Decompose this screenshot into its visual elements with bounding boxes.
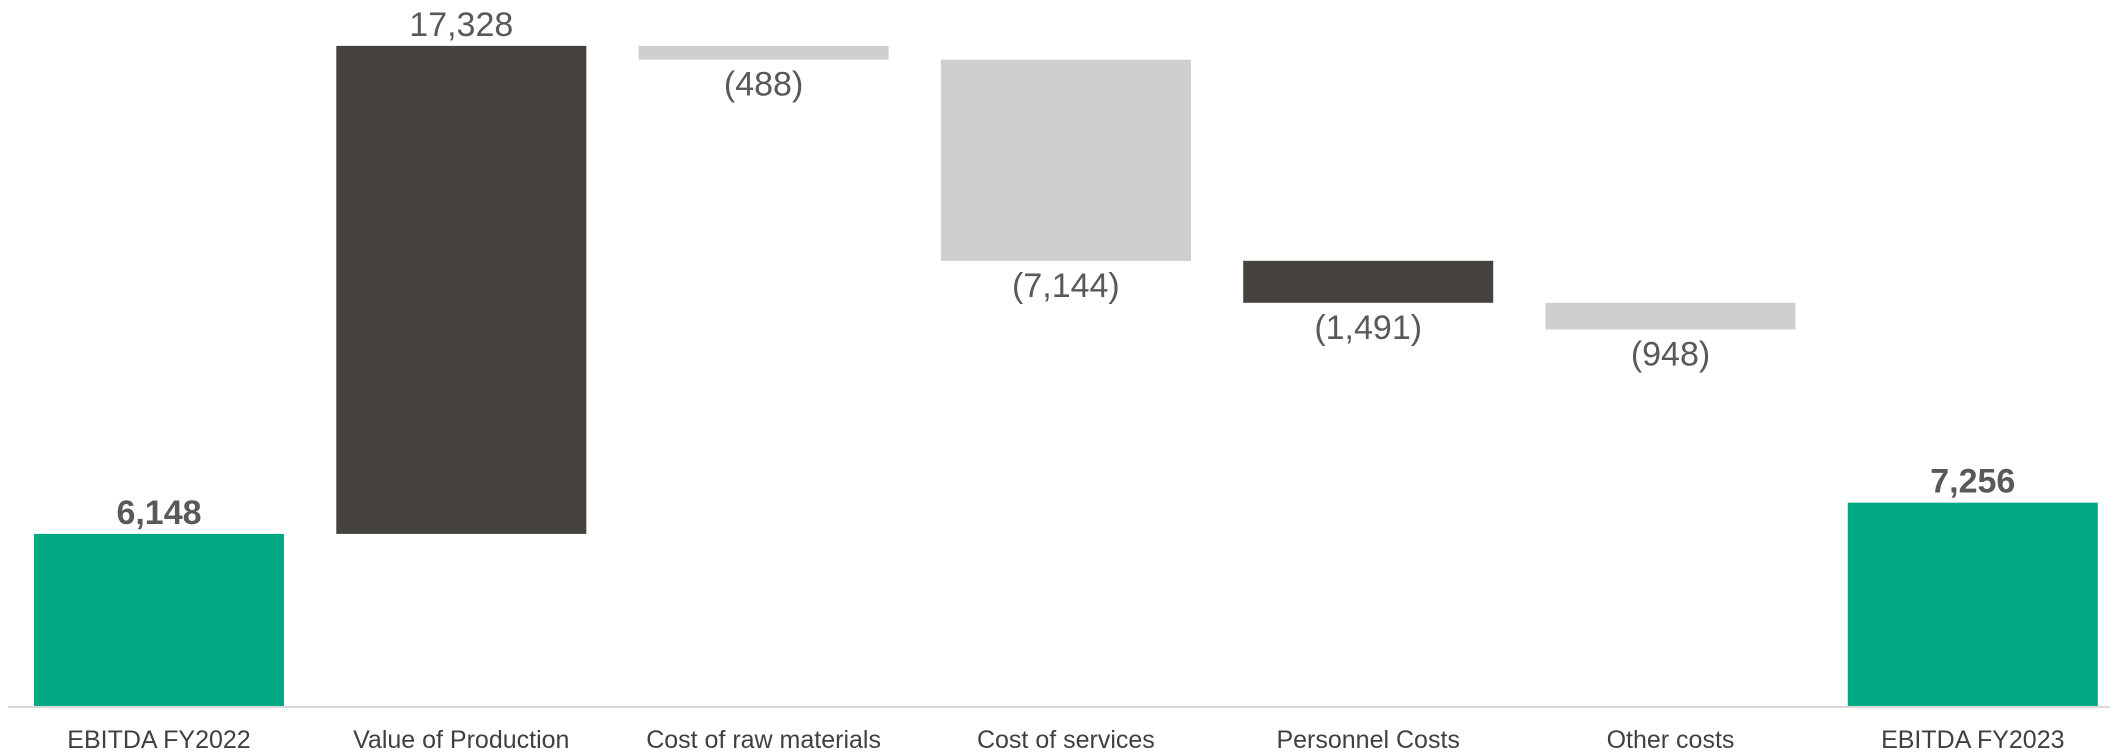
value-label-ebitda-fy2023: 7,256: [1930, 463, 2015, 501]
value-label-cost-of-services: (7,144): [1012, 267, 1120, 305]
category-label-ebitda-fy2022: EBITDA FY2022: [67, 726, 250, 754]
value-label-ebitda-fy2022: 6,148: [116, 494, 201, 532]
bar-cost-of-raw-materials: [638, 45, 889, 60]
category-label-cost-of-raw-materials: Cost of raw materials: [646, 726, 881, 754]
bar-ebitda-fy2023: [1847, 502, 2098, 707]
bars-group: [34, 45, 2098, 707]
category-label-value-of-production: Value of Production: [353, 726, 569, 754]
value-label-value-of-production: 17,328: [409, 6, 513, 44]
category-label-other-costs: Other costs: [1607, 726, 1735, 754]
category-label-ebitda-fy2023: EBITDA FY2023: [1881, 726, 2064, 754]
value-label-other-costs: (948): [1631, 336, 1710, 374]
value-label-cost-of-raw-materials: (488): [724, 66, 803, 104]
category-label-cost-of-services: Cost of services: [977, 726, 1155, 754]
category-label-personnel-costs: Personnel Costs: [1276, 726, 1459, 754]
bar-other-costs: [1545, 302, 1796, 330]
bar-value-of-production: [336, 45, 587, 534]
bar-cost-of-services: [940, 59, 1191, 261]
category-labels-group: EBITDA FY2022 Value of Production Cost of …: [67, 726, 2064, 754]
value-label-personnel-costs: (1,491): [1314, 309, 1422, 347]
bar-personnel-costs: [1243, 260, 1494, 303]
bar-ebitda-fy2022: [34, 533, 284, 707]
value-labels-group: 6,148 17,328 (488) (7,144) (1,491) (948) 7,256: [116, 6, 2015, 532]
